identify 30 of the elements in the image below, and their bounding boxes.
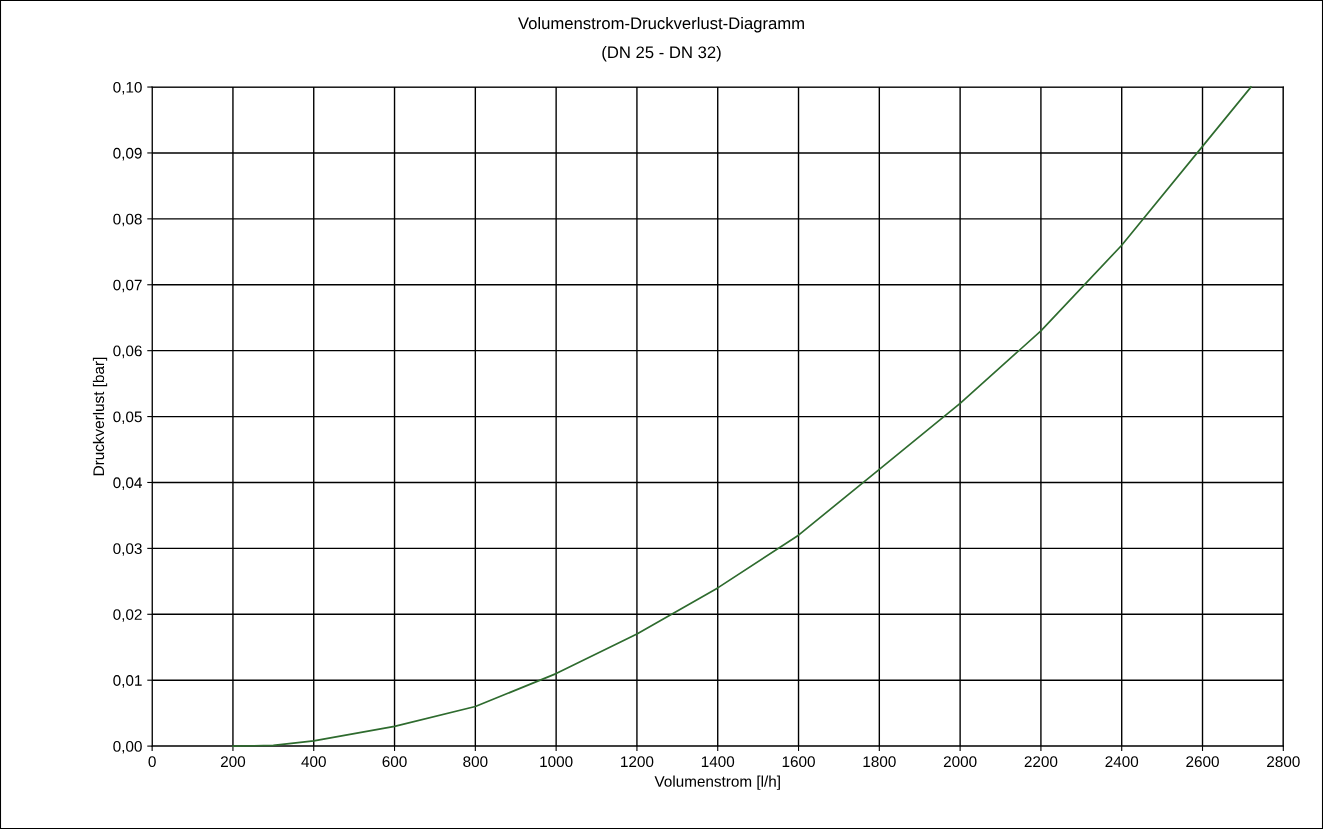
x-tick-label: 1400: [701, 756, 735, 768]
x-tick-label: 2800: [1267, 756, 1300, 768]
y-tick-label: 0,03: [113, 543, 142, 556]
y-tick-label: 0,08: [113, 213, 142, 227]
y-axis-title: Druckverlust [bar]: [92, 357, 108, 476]
y-tick-label: 0,01: [113, 675, 142, 688]
x-tick-label: 400: [301, 756, 326, 768]
y-tick-label: 0,00: [113, 740, 142, 754]
x-tick-label: 2000: [943, 756, 977, 768]
y-tick-label: 0,10: [113, 81, 142, 95]
x-tick-label: 600: [382, 756, 407, 768]
y-tick-label: 0,05: [113, 411, 142, 425]
x-tick-label: 1600: [782, 756, 815, 768]
x-tick-label: 0: [148, 756, 156, 768]
y-tick-label: 0,07: [113, 279, 142, 293]
x-axis-title: Volumenstrom [l/h]: [654, 775, 780, 790]
x-tick-label: 2600: [1186, 756, 1219, 768]
x-tick-label: 1800: [863, 756, 896, 768]
x-tick-label: 1000: [540, 756, 573, 768]
x-tick-label: 2200: [1024, 756, 1058, 768]
y-tick-label: 0,04: [113, 477, 142, 490]
chart-subtitle: (DN 25 - DN 32): [602, 45, 721, 62]
y-tick-label: 0,02: [113, 609, 142, 622]
x-tick-label: 200: [220, 756, 246, 768]
y-tick-label: 0,09: [113, 147, 142, 161]
x-tick-label: 800: [463, 756, 488, 768]
x-tick-label: 2400: [1105, 756, 1139, 768]
chart-title: Volumenstrom-Druckverlust-Diagramm: [518, 16, 804, 33]
x-tick-label: 1200: [621, 756, 654, 768]
y-tick-label: 0,06: [113, 345, 142, 359]
